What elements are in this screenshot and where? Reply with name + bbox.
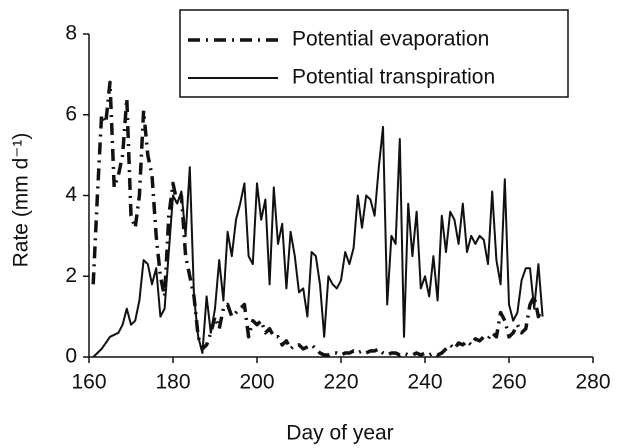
y-tick-label: 6 — [65, 102, 77, 125]
y-axis-label: Rate (mm d⁻¹) — [10, 133, 33, 268]
x-axis-label: Day of year — [286, 422, 393, 445]
legend-label: Potential evaporation — [292, 28, 489, 51]
x-tick-label: 240 — [407, 371, 442, 394]
x-tick-label: 180 — [155, 371, 190, 394]
y-tick-label: 0 — [65, 345, 77, 368]
series-line — [91, 80, 545, 357]
x-tick-label: 200 — [239, 371, 274, 394]
x-tick-label: 220 — [323, 371, 358, 394]
legend-box — [179, 9, 569, 98]
x-tick-label: 280 — [575, 371, 610, 394]
series-line — [92, 125, 544, 358]
y-tick-label: 8 — [65, 22, 77, 45]
y-tick-label: 2 — [65, 264, 77, 287]
y-tick-label: 4 — [65, 183, 77, 206]
x-tick-label: 160 — [71, 371, 106, 394]
x-tick-label: 260 — [491, 371, 526, 394]
legend-label: Potential transpiration — [292, 66, 495, 89]
